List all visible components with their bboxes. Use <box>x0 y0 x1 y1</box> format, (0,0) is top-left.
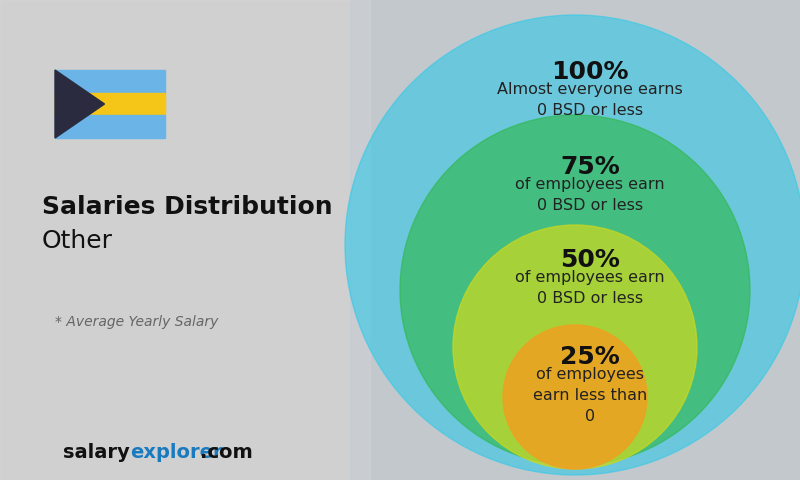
Bar <box>55 115 165 138</box>
Text: 100%: 100% <box>551 60 629 84</box>
Text: explorer: explorer <box>130 443 222 461</box>
Circle shape <box>400 115 750 465</box>
Circle shape <box>345 15 800 475</box>
Text: of employees earn
0 BSD or less: of employees earn 0 BSD or less <box>515 177 665 213</box>
Text: Other: Other <box>42 229 113 253</box>
Text: 25%: 25% <box>560 345 620 369</box>
Text: 75%: 75% <box>560 155 620 179</box>
Bar <box>350 0 800 480</box>
Text: Almost everyone earns
0 BSD or less: Almost everyone earns 0 BSD or less <box>497 82 683 118</box>
Text: 50%: 50% <box>560 248 620 272</box>
Text: of employees earn
0 BSD or less: of employees earn 0 BSD or less <box>515 270 665 306</box>
Bar <box>55 70 165 93</box>
Text: of employees
earn less than
0: of employees earn less than 0 <box>533 367 647 424</box>
Text: .com: .com <box>200 443 253 461</box>
Bar <box>55 93 165 115</box>
Bar <box>0 0 370 480</box>
Circle shape <box>503 325 647 469</box>
Circle shape <box>453 225 697 469</box>
Text: * Average Yearly Salary: * Average Yearly Salary <box>55 315 218 329</box>
Text: Salaries Distribution: Salaries Distribution <box>42 195 333 219</box>
Polygon shape <box>55 70 105 138</box>
Text: salary: salary <box>63 443 130 461</box>
